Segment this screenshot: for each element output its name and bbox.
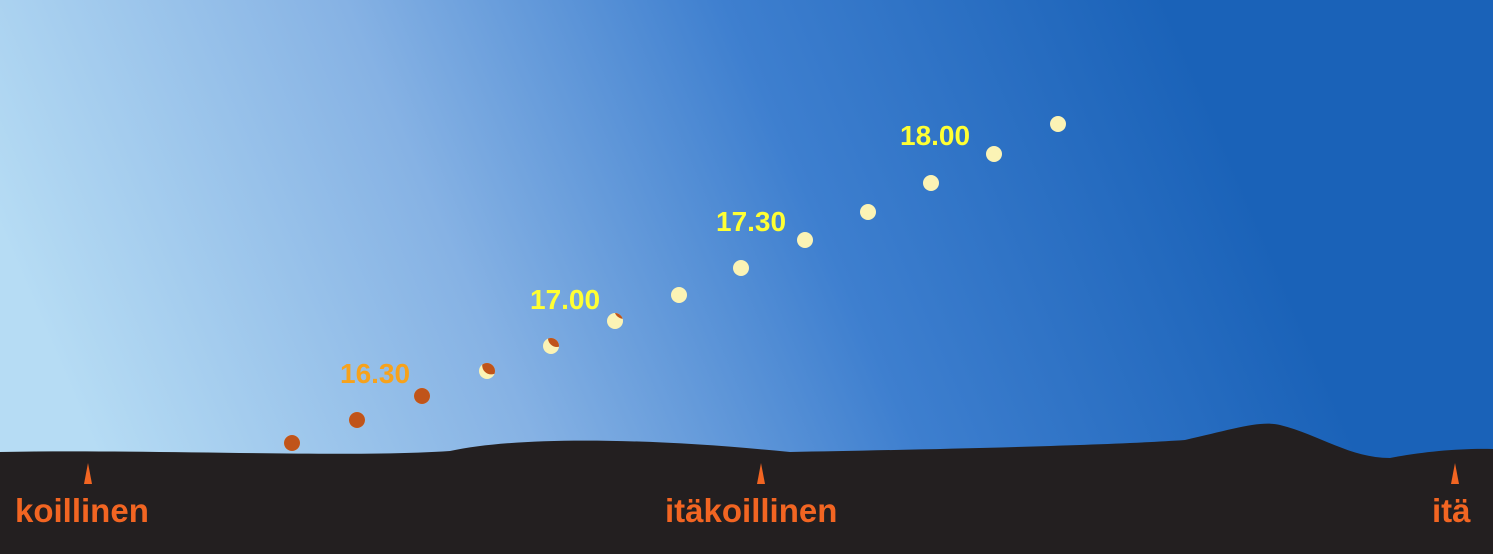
moon-shadow <box>349 412 365 428</box>
moon-shadow <box>614 313 623 319</box>
moon <box>797 232 813 248</box>
earth-shadow <box>284 435 300 451</box>
direction-marker <box>757 463 765 484</box>
moon <box>607 313 623 329</box>
moon-shadow <box>284 435 300 451</box>
horizon-ground <box>0 423 1493 554</box>
moon-disc <box>733 260 749 276</box>
moon <box>414 388 430 404</box>
moon <box>543 338 559 354</box>
earth-shadow <box>482 363 495 375</box>
earth-shadow <box>614 313 623 319</box>
moon-disc <box>1050 116 1066 132</box>
direction-marker <box>1451 463 1459 484</box>
moon-disc <box>986 146 1002 162</box>
moon <box>986 146 1002 162</box>
moon-disc <box>671 287 687 303</box>
moon-shadow <box>482 363 495 375</box>
moon <box>733 260 749 276</box>
moon <box>860 204 876 220</box>
moon <box>349 412 365 428</box>
time-label: 17.00 <box>530 284 600 315</box>
earth-shadow <box>349 412 365 428</box>
direction-label: itä <box>1432 492 1471 529</box>
moon <box>284 435 300 451</box>
moon-shadow <box>548 338 559 347</box>
moon <box>923 175 939 191</box>
earth-shadow <box>414 388 430 404</box>
direction-label: itäkoillinen <box>665 492 837 529</box>
earth-shadow <box>548 338 559 347</box>
time-label: 18.00 <box>900 120 970 151</box>
time-label: 17.30 <box>716 206 786 237</box>
direction-marker <box>84 463 92 484</box>
moon-disc <box>860 204 876 220</box>
moon-disc <box>797 232 813 248</box>
moon-track <box>284 116 1066 451</box>
moon <box>671 287 687 303</box>
direction-label: koillinen <box>15 492 149 529</box>
moon-shadow <box>414 388 430 404</box>
moon-disc <box>923 175 939 191</box>
moon <box>1050 116 1066 132</box>
time-label: 16.30 <box>340 358 410 389</box>
moon <box>479 363 495 379</box>
